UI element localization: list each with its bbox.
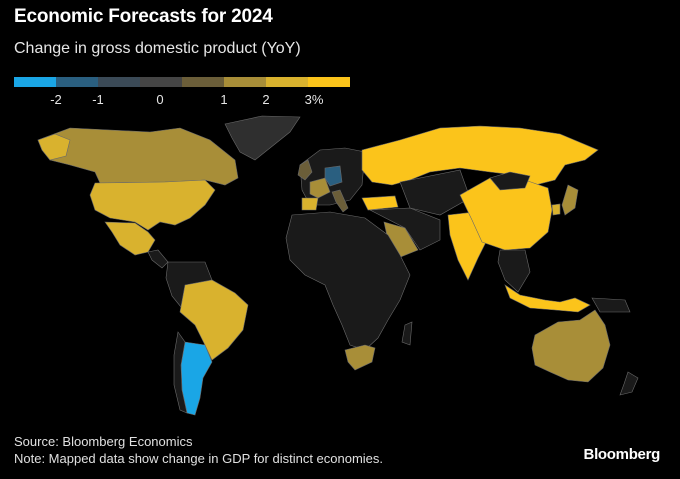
region-new-guinea xyxy=(591,297,631,313)
legend-swatch-8 xyxy=(308,77,350,87)
region-united-states xyxy=(89,179,216,231)
color-legend: -2 -1 0 1 2 3% xyxy=(14,77,354,107)
region-argentina xyxy=(180,341,213,416)
legend-tick-label: 0 xyxy=(156,92,164,107)
region-france xyxy=(309,177,331,199)
region-brazil xyxy=(179,279,249,361)
map-title: Economic Forecasts for 2024 xyxy=(14,6,273,27)
region-canada xyxy=(37,127,239,186)
region-indonesia xyxy=(504,284,591,313)
footnote: Note: Mapped data show change in GDP for… xyxy=(14,451,384,466)
region-turkey xyxy=(361,195,399,211)
region-chile xyxy=(173,331,188,414)
legend-tick-label: 1 xyxy=(220,92,228,107)
legend-swatch-6 xyxy=(224,77,266,87)
legend-swatch-2 xyxy=(56,77,98,87)
legend-swatch-1 xyxy=(14,77,56,87)
region-greenland xyxy=(224,115,301,161)
region-japan xyxy=(561,184,579,216)
region-spain xyxy=(301,197,319,211)
region-south-africa xyxy=(344,344,376,371)
region-new-zealand xyxy=(619,371,639,396)
region-australia xyxy=(531,309,611,383)
region-central-america xyxy=(147,249,169,269)
region-italy xyxy=(331,189,349,213)
legend-swatch-5 xyxy=(182,77,224,87)
legend-tick-label: -2 xyxy=(50,92,62,107)
legend-tick-label: -1 xyxy=(92,92,104,107)
bloomberg-logo: Bloomberg xyxy=(583,446,661,463)
region-central-asia xyxy=(399,169,471,216)
legend-swatch-3 xyxy=(98,77,140,87)
region-alaska xyxy=(37,133,71,161)
region-united-kingdom xyxy=(297,159,313,181)
region-africa xyxy=(285,211,411,351)
legend-tick-label: 2 xyxy=(262,92,270,107)
region-southeast-asia xyxy=(497,249,531,293)
region-south-korea xyxy=(551,203,561,216)
legend-swatch-7 xyxy=(266,77,308,87)
region-germany xyxy=(324,165,343,187)
world-map xyxy=(37,115,639,416)
legend-swatch-4 xyxy=(140,77,182,87)
source-note: Source: Bloomberg Economics xyxy=(14,434,193,449)
region-russia xyxy=(361,125,599,186)
region-madagascar xyxy=(401,321,413,346)
map-subtitle: Change in gross domestic product (YoY) xyxy=(14,40,301,57)
legend-tick-label: 3% xyxy=(304,92,324,107)
region-mongolia xyxy=(489,171,531,191)
